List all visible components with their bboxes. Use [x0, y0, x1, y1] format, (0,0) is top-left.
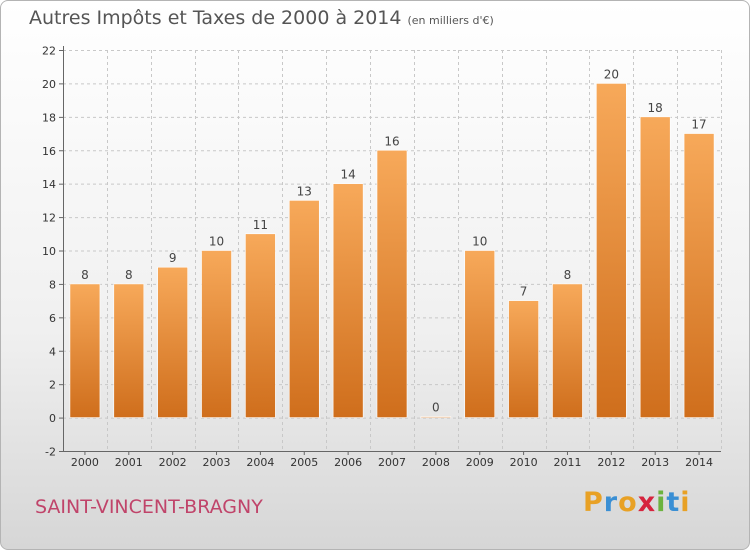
- x-tick-label: 2011: [553, 456, 581, 469]
- title-row: Autres Impôts et Taxes de 2000 à 2014 (en…: [29, 7, 494, 29]
- logo-letter: t: [666, 487, 681, 518]
- x-tick-label: 2008: [422, 456, 450, 469]
- chart-subtitle: (en milliers d'€): [407, 14, 494, 27]
- logo-letter: i: [680, 487, 691, 518]
- y-tick-label: 2: [49, 379, 56, 392]
- bar: [332, 183, 364, 418]
- data-label: 14: [340, 168, 355, 182]
- x-tick-label: 2000: [71, 456, 99, 469]
- logo-letter: r: [603, 487, 619, 518]
- bar: [420, 416, 452, 418]
- bars: [69, 83, 715, 418]
- x-tick-label: 2001: [115, 456, 143, 469]
- y-tick-label: 20: [42, 78, 56, 91]
- x-tick-label: 2003: [203, 456, 231, 469]
- data-label: 8: [81, 268, 89, 282]
- y-tick-label: 22: [42, 45, 56, 58]
- data-label: 16: [384, 134, 399, 148]
- logo-letter: P: [583, 487, 604, 518]
- commune-name: SAINT-VINCENT-BRAGNY: [35, 496, 263, 518]
- x-tick-label: 2014: [685, 456, 713, 469]
- data-label: 7: [520, 285, 528, 299]
- bar: [245, 233, 276, 418]
- data-label: 10: [209, 235, 224, 249]
- x-tick-label: 2006: [334, 456, 362, 469]
- data-label: 8: [564, 268, 572, 282]
- data-label: 13: [297, 184, 312, 198]
- data-label: 20: [604, 67, 619, 81]
- bar: [596, 83, 627, 418]
- bar: [69, 283, 101, 418]
- logo-letter: o: [618, 487, 638, 518]
- data-label: 10: [472, 235, 487, 249]
- x-tick-label: 2010: [510, 456, 538, 469]
- x-tick-label: 2004: [246, 456, 274, 469]
- chart-title: Autres Impôts et Taxes de 2000 à 2014: [29, 7, 402, 29]
- data-label: 11: [253, 218, 268, 232]
- bar: [683, 133, 715, 418]
- bar: [376, 149, 408, 418]
- bar: [201, 250, 232, 418]
- logo-letter: i: [656, 487, 667, 518]
- y-tick-label: 8: [49, 278, 56, 291]
- bar: [552, 283, 583, 418]
- data-labels: 8 8 9 10 11 13 14 16 0 10 7 8 20 18 17: [81, 67, 707, 414]
- logo-letter: x: [637, 487, 657, 518]
- data-label: 8: [125, 268, 133, 282]
- bar: [639, 116, 671, 418]
- y-tick-label: 18: [42, 111, 56, 124]
- y-tick-label: -2: [45, 446, 56, 459]
- x-tick-label: 2005: [290, 456, 318, 469]
- x-tick-label: 2009: [466, 456, 494, 469]
- x-tick-label: 2007: [378, 456, 406, 469]
- y-tick-label: 14: [42, 178, 56, 191]
- bar: [157, 266, 188, 418]
- proxiti-logo[interactable]: Proxiti: [583, 487, 691, 518]
- y-tick-label: 10: [42, 245, 56, 258]
- y-tick-label: 6: [49, 312, 56, 325]
- bar: [113, 283, 145, 418]
- x-tick-label: 2012: [597, 456, 625, 469]
- y-tick-label: 16: [42, 145, 56, 158]
- y-tick-label: 12: [42, 212, 56, 225]
- data-label: 18: [648, 101, 663, 115]
- data-label: 0: [432, 401, 440, 415]
- data-label: 17: [691, 118, 706, 132]
- bar: [288, 200, 320, 418]
- y-tick-label: 4: [49, 345, 56, 358]
- y-tick-label: 0: [49, 412, 56, 425]
- bar: [508, 300, 539, 418]
- x-tick-label: 2002: [159, 456, 187, 469]
- bar: [464, 250, 496, 418]
- data-label: 9: [169, 251, 177, 265]
- x-tick-label: 2013: [641, 456, 669, 469]
